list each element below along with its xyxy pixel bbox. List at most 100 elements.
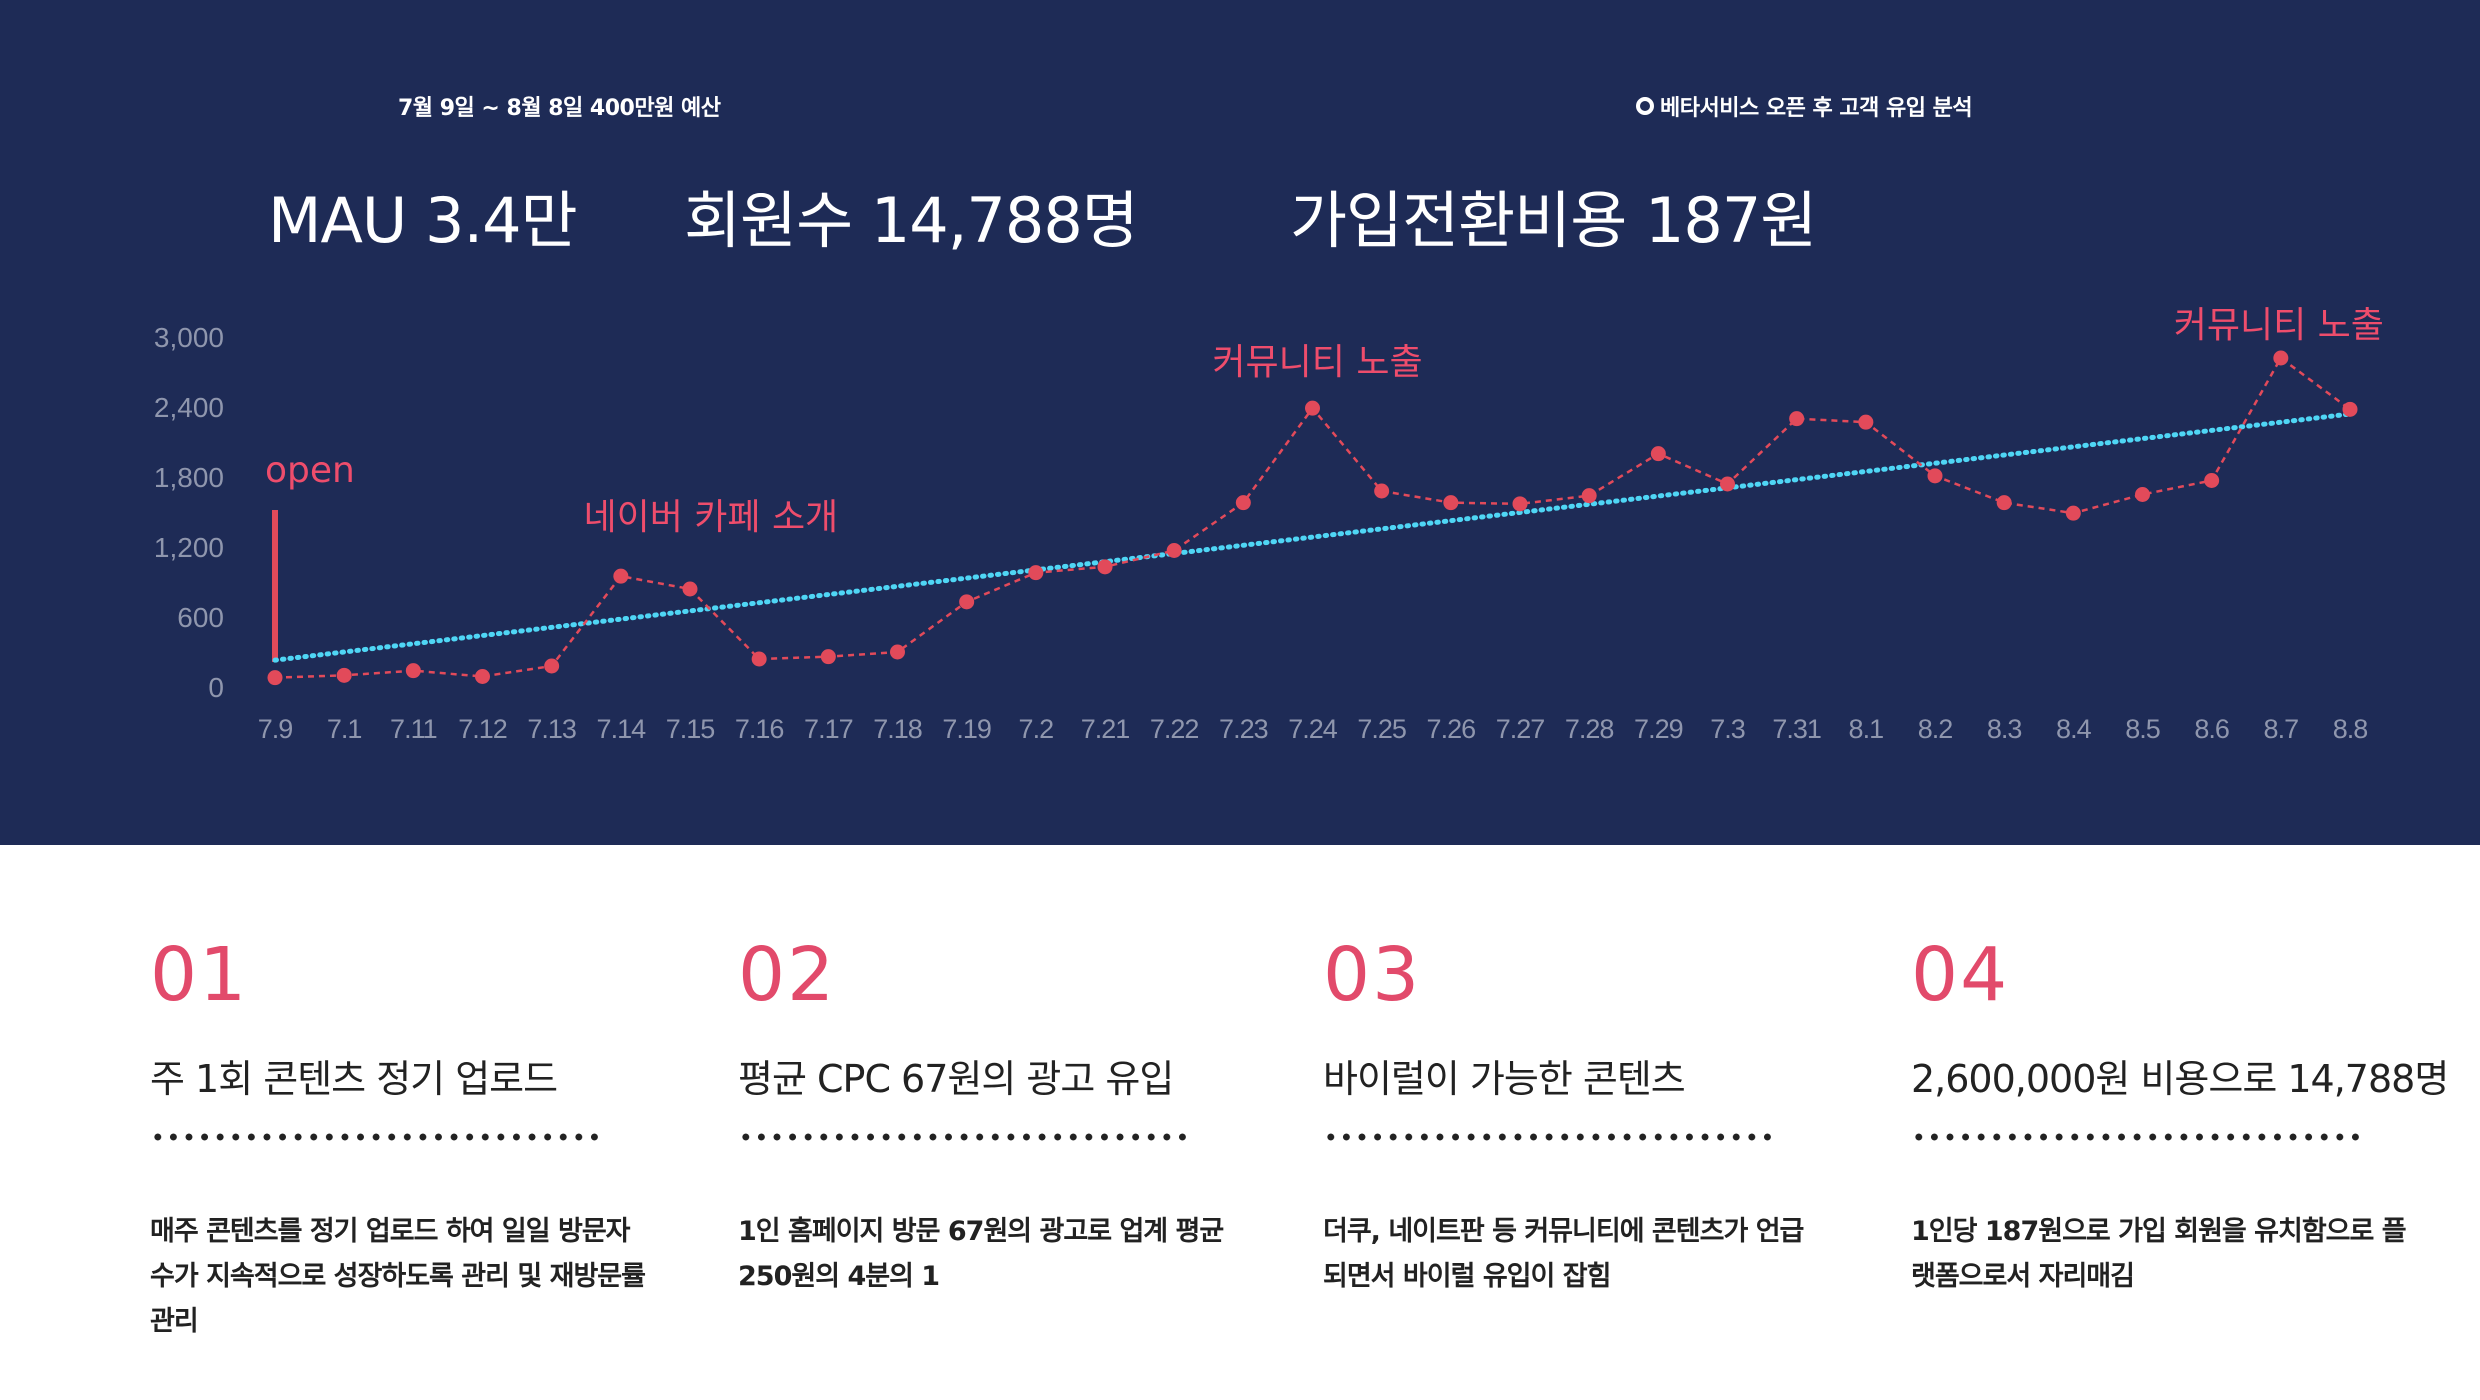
data-point	[1166, 543, 1182, 558]
data-point	[1305, 400, 1320, 416]
x-tick-label: 7.14	[597, 714, 647, 744]
data-point	[1443, 495, 1459, 511]
data-point	[267, 670, 283, 686]
annotation-label: 커뮤니티 노출	[2174, 305, 2384, 346]
x-tick-label: 7.25	[1357, 714, 1406, 744]
annotation-label: 네이버 카페 소개	[583, 497, 838, 538]
data-point	[1858, 414, 1874, 430]
card-title: 바이럴이 가능한 콘텐츠	[1323, 1057, 1686, 1101]
x-tick-label: 7.18	[873, 714, 922, 744]
x-tick-label: 7.22	[1150, 714, 1199, 744]
x-tick-label: 7.26	[1427, 714, 1476, 744]
card-description: 1인당 187원으로 가입 회원을 유치함으로 플랫폼으로서 자리매김	[1911, 1216, 2407, 1292]
kpi-mau: MAU 3.4만	[268, 184, 578, 257]
card-description: 1인 홈페이지 방문 67원의 광고로 업계 평균 250원의 4분의 1	[738, 1216, 1224, 1292]
data-point	[336, 667, 352, 683]
card-4: 04 2,600,000원 비용으로 14,788명 1인당 187원으로 가입…	[1911, 930, 2449, 1299]
x-tick-label: 7.16	[735, 714, 784, 744]
card-number: 02	[738, 932, 837, 1018]
data-point	[475, 669, 490, 684]
dotted-divider	[738, 1133, 1194, 1141]
data-point	[959, 594, 975, 610]
card-1: 01 주 1회 콘텐츠 정기 업로드 매주 콘텐츠를 정기 업로드 하여 일일 …	[150, 930, 670, 1344]
card-3: 03 바이럴이 가능한 콘텐츠 더쿠, 네이트판 등 커뮤니티에 콘텐츠가 언급…	[1323, 930, 1843, 1299]
x-tick-label: 8.6	[2194, 714, 2229, 744]
x-tick-label: 7.11	[390, 714, 437, 744]
y-tick-label: 0	[208, 672, 224, 703]
data-point	[1374, 483, 1390, 499]
annotation-label: open	[265, 450, 355, 491]
ring-bullet-icon	[1636, 97, 1654, 115]
x-tick-label: 8.3	[1987, 714, 2022, 744]
x-tick-label: 7.24	[1288, 714, 1338, 744]
y-tick-label: 600	[177, 602, 224, 633]
y-tick-label: 1,200	[154, 532, 224, 563]
data-point	[2342, 401, 2358, 417]
x-tick-label: 7.9	[258, 714, 293, 744]
data-point	[2135, 487, 2150, 502]
x-tick-label: 8.7	[2264, 714, 2299, 744]
card-title: 평균 CPC 67원의 광고 유입	[738, 1057, 1174, 1101]
card-title: 2,600,000원 비용으로 14,788명	[1911, 1057, 2449, 1101]
kpi-members: 회원수 14,788명	[684, 184, 1139, 257]
x-tick-label: 8.8	[2333, 714, 2368, 744]
x-tick-label: 7.29	[1634, 714, 1683, 744]
data-point	[751, 651, 767, 667]
y-axis: 3,000 2,400 1,800 1,200 600 0	[154, 322, 224, 703]
x-axis: 7.9 7.1 7.11 7.12 7.13 7.14 7.15 7.16 7.17 7.18 7.…	[258, 714, 2369, 744]
data-point	[544, 658, 560, 674]
x-tick-label: 7.1	[327, 714, 362, 744]
budget-period: 7월 9일 ~ 8월 8일 400만원 예산	[398, 96, 721, 121]
card-2: 02 평균 CPC 67원의 광고 유입 1인 홈페이지 방문 67원의 광고로…	[738, 930, 1258, 1299]
x-tick-label: 7.31	[1772, 714, 1821, 744]
data-point	[820, 649, 836, 665]
x-tick-label: 7.17	[804, 714, 853, 744]
data-point	[2273, 350, 2289, 366]
card-description: 매주 콘텐츠를 정기 업로드 하여 일일 방문자수가 지속적으로 성장하도록 관…	[150, 1216, 646, 1337]
x-tick-label: 7.21	[1081, 714, 1130, 744]
x-tick-label: 7.23	[1219, 714, 1268, 744]
x-tick-label: 7.12	[458, 714, 507, 744]
x-tick-label: 8.4	[2056, 714, 2092, 744]
data-point	[1235, 495, 1251, 511]
x-tick-label: 7.19	[942, 714, 991, 744]
dotted-divider	[1911, 1133, 2367, 1141]
data-point	[2204, 473, 2220, 488]
trendline-path	[272, 411, 2353, 663]
analysis-title-text: 베타서비스 오픈 후 고객 유입 분석	[1660, 96, 1973, 121]
y-tick-label: 2,400	[154, 392, 224, 423]
data-point	[1789, 411, 1805, 427]
data-point	[1512, 496, 1528, 512]
trendline	[272, 411, 2353, 663]
data-points	[267, 350, 2358, 686]
data-point	[1720, 476, 1735, 492]
y-tick-label: 1,800	[154, 462, 224, 493]
x-tick-label: 8.2	[1918, 714, 1953, 744]
data-point	[682, 581, 698, 597]
x-tick-label: 8.5	[2125, 714, 2160, 744]
x-tick-label: 7.2	[1019, 714, 1054, 744]
data-point	[890, 644, 905, 660]
data-point	[1650, 446, 1666, 462]
x-tick-label: 7.27	[1496, 714, 1545, 744]
data-point	[1028, 565, 1044, 581]
data-point	[2065, 505, 2081, 521]
analysis-title: 베타서비스 오픈 후 고객 유입 분석	[1636, 90, 1973, 122]
card-description: 더쿠, 네이트판 등 커뮤니티에 콘텐츠가 언급되면서 바이럴 유입이 잡힘	[1323, 1216, 1804, 1292]
dotted-divider	[150, 1133, 606, 1141]
x-tick-label: 7.15	[666, 714, 715, 744]
data-point	[1097, 559, 1113, 575]
card-number: 01	[150, 932, 249, 1018]
data-point	[405, 663, 421, 679]
data-point	[1581, 488, 1597, 504]
dotted-divider	[1323, 1133, 1779, 1141]
x-tick-label: 7.13	[527, 714, 576, 744]
y-tick-label: 3,000	[154, 322, 224, 353]
data-point	[613, 568, 629, 584]
card-title: 주 1회 콘텐츠 정기 업로드	[150, 1057, 558, 1101]
data-point	[1927, 468, 1943, 484]
kpi-signup-cost: 가입전환비용 187원	[1290, 184, 1817, 257]
data-point	[1996, 495, 2012, 511]
